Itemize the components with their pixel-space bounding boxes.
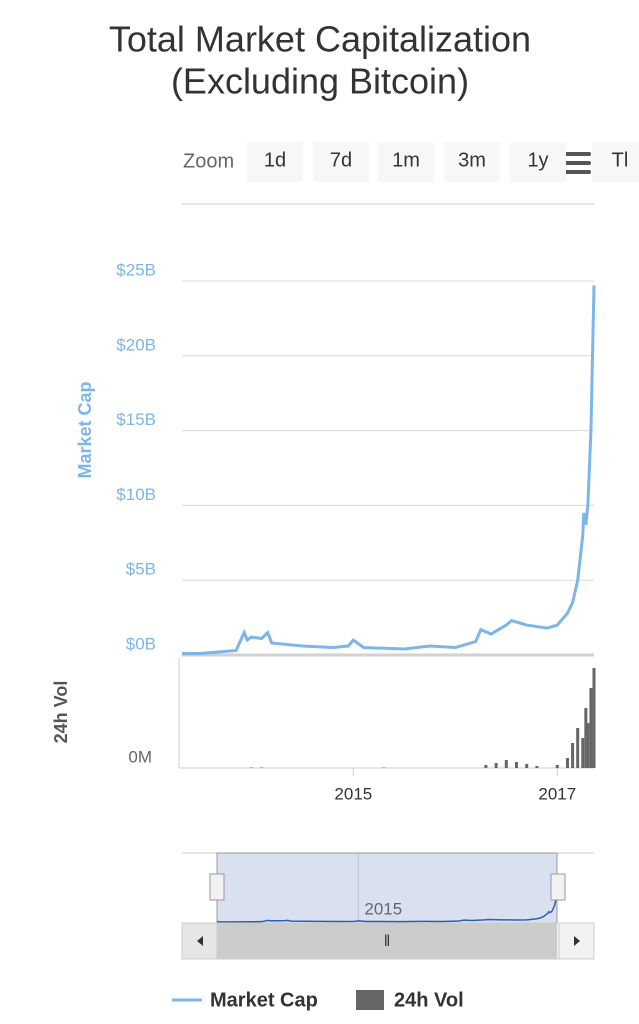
volume-bar [576,728,580,768]
market-cap-line [182,285,596,656]
zoom-button[interactable] [592,142,639,182]
scrollbar-grip: ‖ [384,933,391,950]
volume-bar [589,688,593,768]
legend-symbol[interactable] [356,990,384,1010]
y-tick-label: $20B [116,335,156,354]
volume-bar [565,758,569,768]
zoom-button-label: 3m [458,149,486,171]
volume-bar [382,767,386,768]
legend-label[interactable]: 24h Vol [394,989,464,1011]
volume-bar [592,668,596,768]
chart-title: Total Market Capitalization [109,19,531,60]
y-tick-label: $0B [126,634,156,653]
volume-bar [494,763,498,768]
navigator-line [217,895,558,923]
volume-bar [581,738,585,768]
scrollbar-thumb[interactable] [217,923,557,959]
zoom-button-label: 1d [264,149,286,171]
y2-tick-label: 0M [128,747,152,766]
y2-axis-title: 24h Vol [51,681,71,744]
navigator-handle[interactable] [550,873,566,901]
zoom-button-label: 1m [392,149,420,171]
volume-bar [249,767,253,768]
arrow [197,936,203,946]
x-tick-label: 2017 [538,784,576,803]
y-axis-title: Market Cap [75,381,95,478]
menu-icon[interactable] [561,152,591,174]
navigator-handle[interactable] [209,873,225,901]
zoom-button[interactable] [510,142,566,182]
zoom-label: Zoom [183,150,234,172]
zoom-button-label: 7d [330,149,352,171]
zoom-button[interactable] [378,142,434,182]
y-tick-label: $5B [126,560,156,579]
volume-bar [514,762,518,768]
y-tick-label: $10B [116,485,156,504]
volume-bar [504,760,508,768]
chart-title: (Excluding Bitcoin) [171,61,469,102]
volume-bar [525,764,529,768]
volume-bar [484,765,488,768]
zoom-button[interactable] [313,142,369,182]
volume-bar [586,723,590,768]
volume-bar [260,767,264,768]
volume-bar [555,765,559,768]
arrow [574,936,580,946]
y-tick-label: $15B [116,410,156,429]
volume-bar [571,743,575,768]
zoom-button[interactable] [444,142,500,182]
zoom-button[interactable] [247,142,303,182]
legend-label[interactable]: Market Cap [210,989,318,1011]
y-tick-label: $25B [116,260,156,279]
volume-bar [584,708,588,768]
x-tick-label: 2015 [334,784,372,803]
zoom-button-label: Tl [612,149,629,171]
zoom-button-label: 1y [527,149,548,171]
volume-bar [535,766,539,768]
navigator-tick-label: 2015 [364,899,402,918]
